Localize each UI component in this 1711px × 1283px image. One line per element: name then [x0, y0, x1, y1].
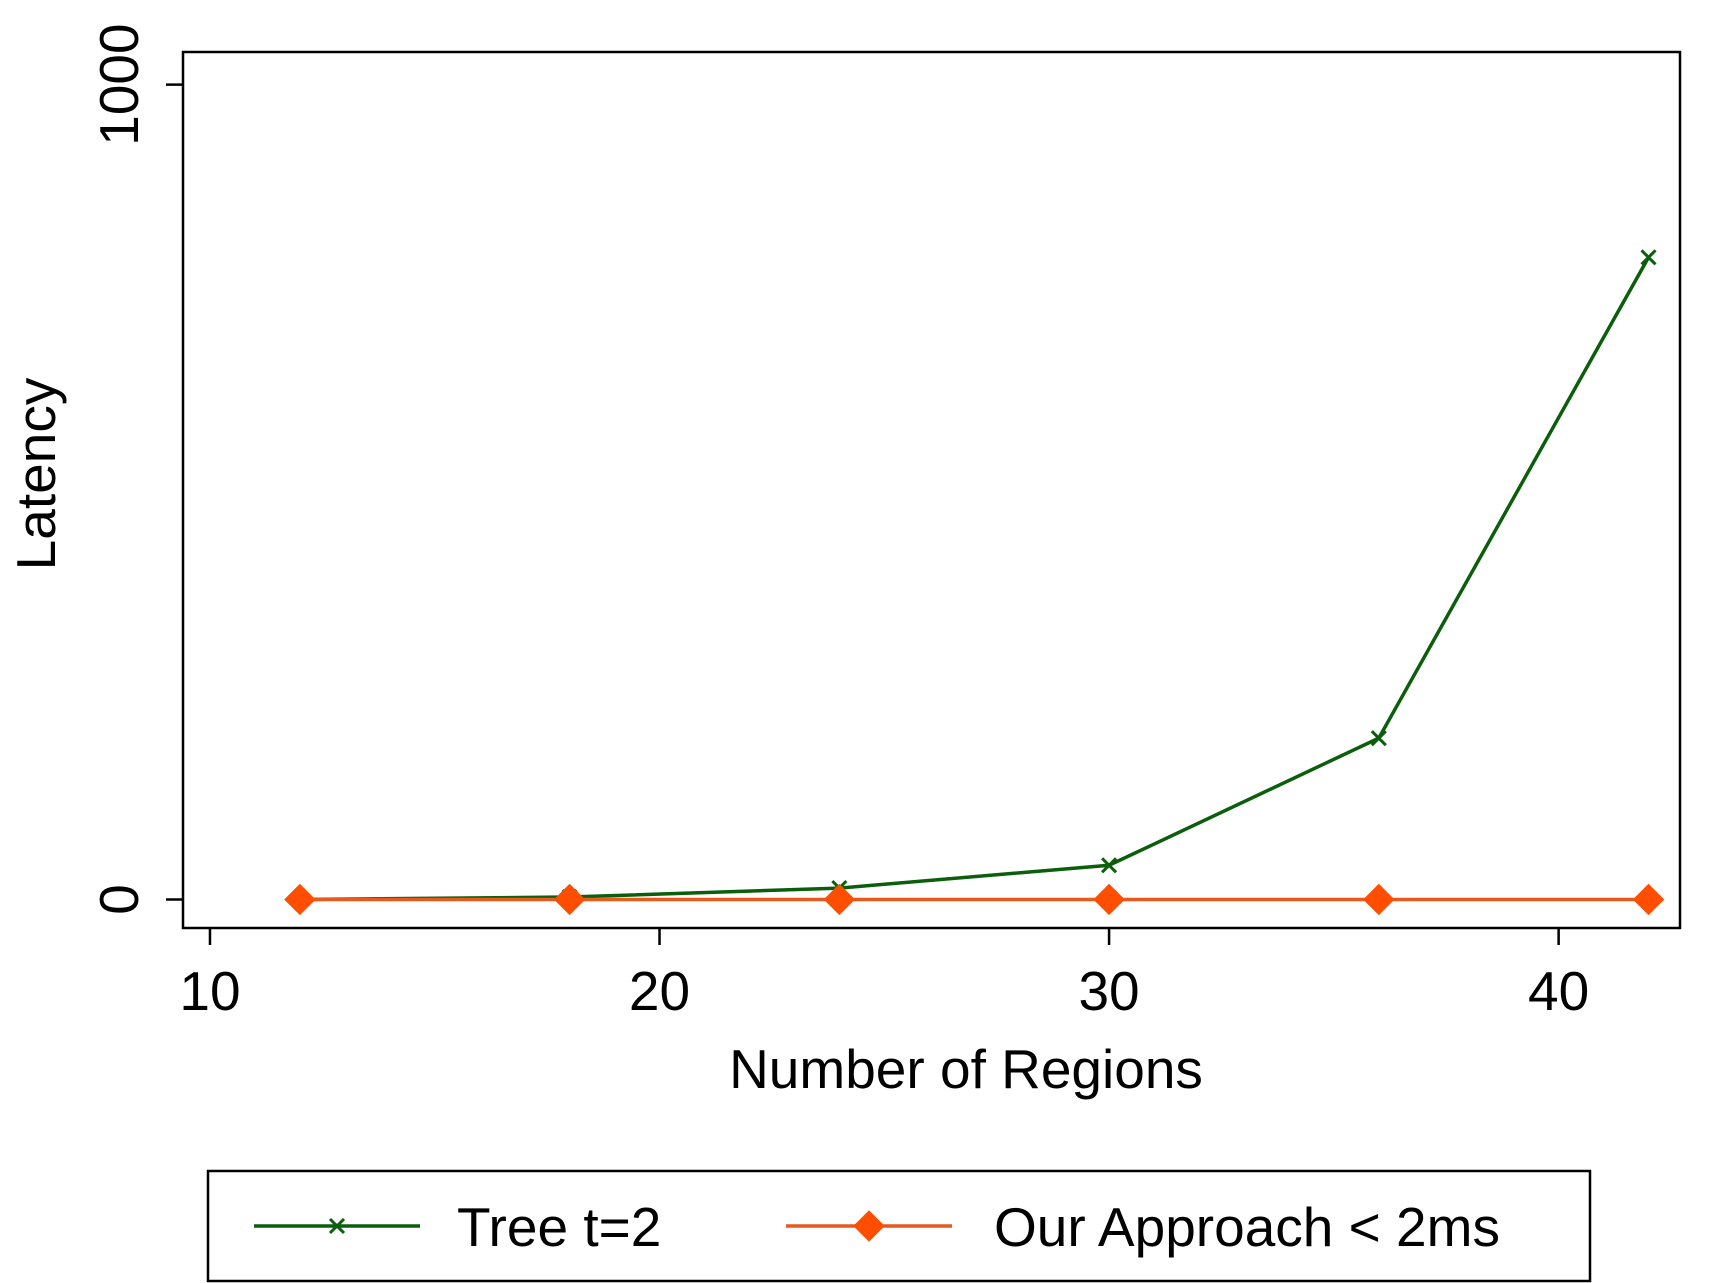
x-tick-label: 20: [629, 960, 690, 1022]
x-tick-label: 30: [1078, 960, 1139, 1022]
x-tick-label: 10: [179, 960, 240, 1022]
data-point: [1101, 857, 1118, 874]
data-point: [1640, 249, 1657, 266]
legend-entries: Tree t=2 Our Approach < 2ms: [254, 1196, 1500, 1258]
x-axis: 10 20 30 40: [179, 928, 1589, 1022]
plot-frame: [181, 50, 1682, 930]
series-layer: [284, 249, 1665, 916]
data-point: [1632, 883, 1665, 916]
data-point: [823, 883, 856, 916]
y-tick-label: 1000: [88, 23, 150, 145]
legend-label: Tree t=2: [457, 1196, 661, 1258]
data-point: [1370, 730, 1387, 747]
legend-marker: [328, 1217, 346, 1235]
y-axis-label: Latency: [5, 377, 67, 570]
legend-entry: Our Approach < 2ms: [786, 1196, 1500, 1258]
data-point: [284, 883, 316, 916]
data-point: [553, 883, 586, 916]
series-1: [284, 883, 1665, 916]
x-axis-label: Number of Regions: [729, 1038, 1203, 1100]
legend: Tree t=2 Our Approach < 2ms: [206, 1169, 1592, 1283]
y-axis: 0 1000: [88, 23, 183, 915]
y-tick-label: 0: [88, 884, 150, 915]
x-tick-label: 40: [1528, 960, 1589, 1022]
data-point: [1363, 883, 1395, 916]
legend-marker: [853, 1210, 885, 1242]
series-line: [299, 256, 1651, 902]
legend-entry: Tree t=2: [254, 1196, 661, 1258]
legend-label: Our Approach < 2ms: [994, 1196, 1500, 1258]
data-point: [1093, 883, 1125, 916]
series-0: [291, 249, 1657, 908]
